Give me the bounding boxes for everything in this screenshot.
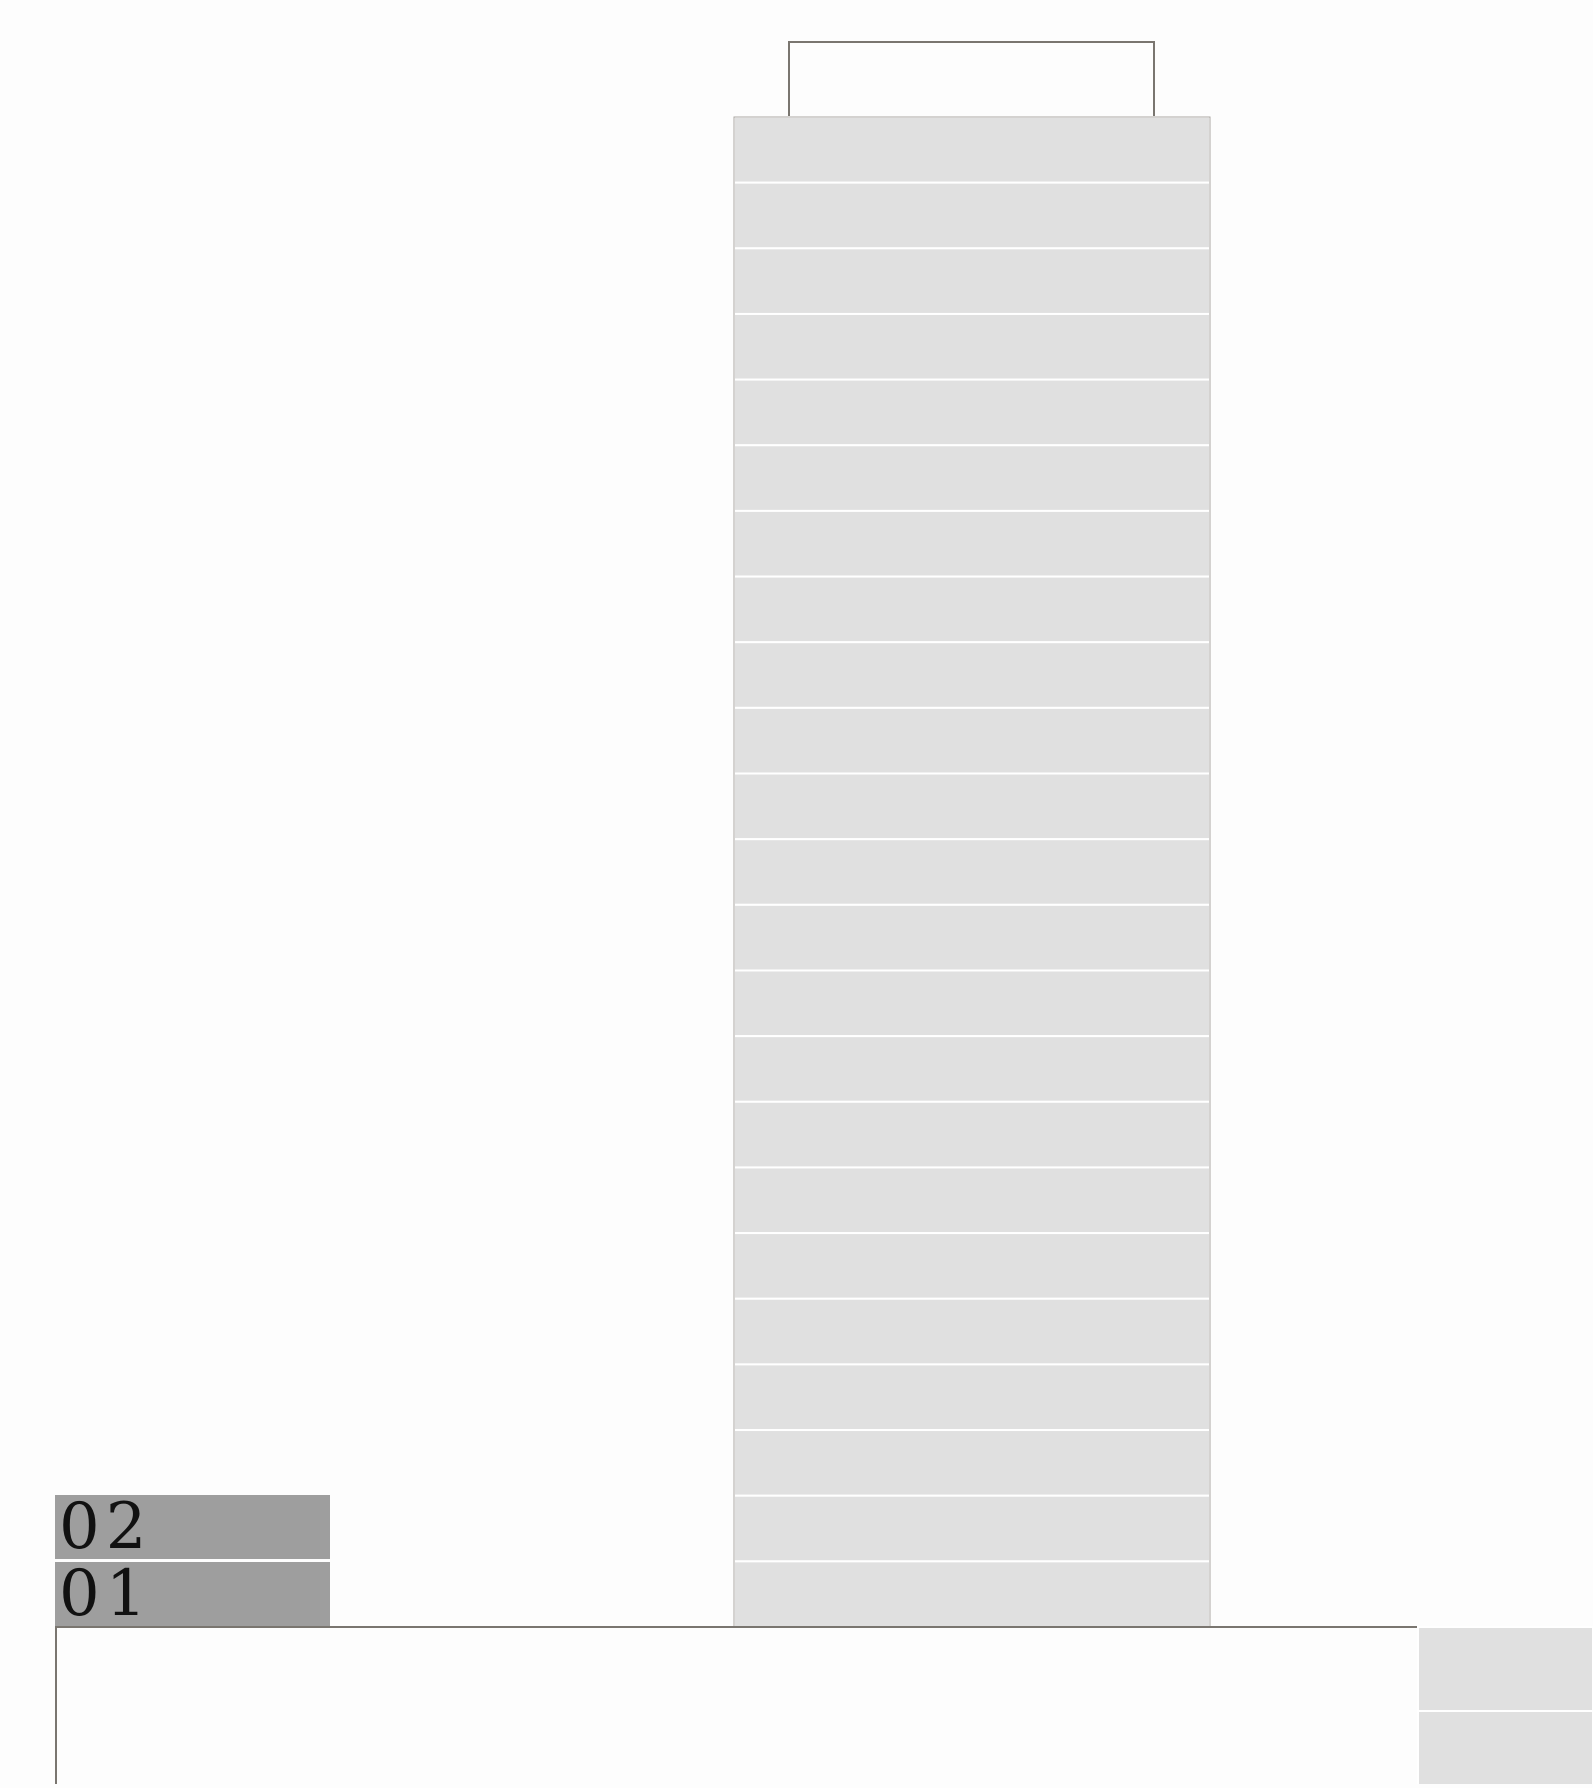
level-label-01: 01: [55, 1562, 330, 1626]
podium-floor: [1417, 1710, 1593, 1788]
tower-floor: [733, 1560, 1211, 1628]
rooftop-structure: [788, 41, 1155, 118]
tower-floor: [733, 1494, 1211, 1563]
tower-floor: [733, 706, 1211, 775]
tower-floor: [733, 509, 1211, 578]
level-label-02: 02: [55, 1495, 330, 1559]
tower-floor: [733, 1232, 1211, 1300]
tower-floor: [733, 247, 1211, 315]
tower-floor: [733, 903, 1211, 972]
tower-floor: [733, 838, 1211, 906]
podium-floor: [1417, 1626, 1593, 1712]
tower-floor: [733, 1100, 1211, 1169]
tower-floor: [733, 1297, 1211, 1366]
tower-floor: [733, 1166, 1211, 1235]
tower-floor: [733, 1363, 1211, 1432]
tower-floor: [733, 575, 1211, 644]
tower-floor: [733, 641, 1211, 709]
tower-floor: [733, 444, 1211, 512]
tower-floor: [733, 181, 1211, 250]
tower-floor: [733, 1035, 1211, 1103]
tower-floor: [733, 969, 1211, 1038]
tower: [733, 116, 1211, 1628]
tower-floor: [733, 116, 1211, 184]
tower-floor: [733, 312, 1211, 381]
tower-floor: [733, 1429, 1211, 1497]
tower-floor: [733, 378, 1211, 447]
podium-block-right: [1417, 1626, 1593, 1788]
tower-floor: [733, 772, 1211, 841]
